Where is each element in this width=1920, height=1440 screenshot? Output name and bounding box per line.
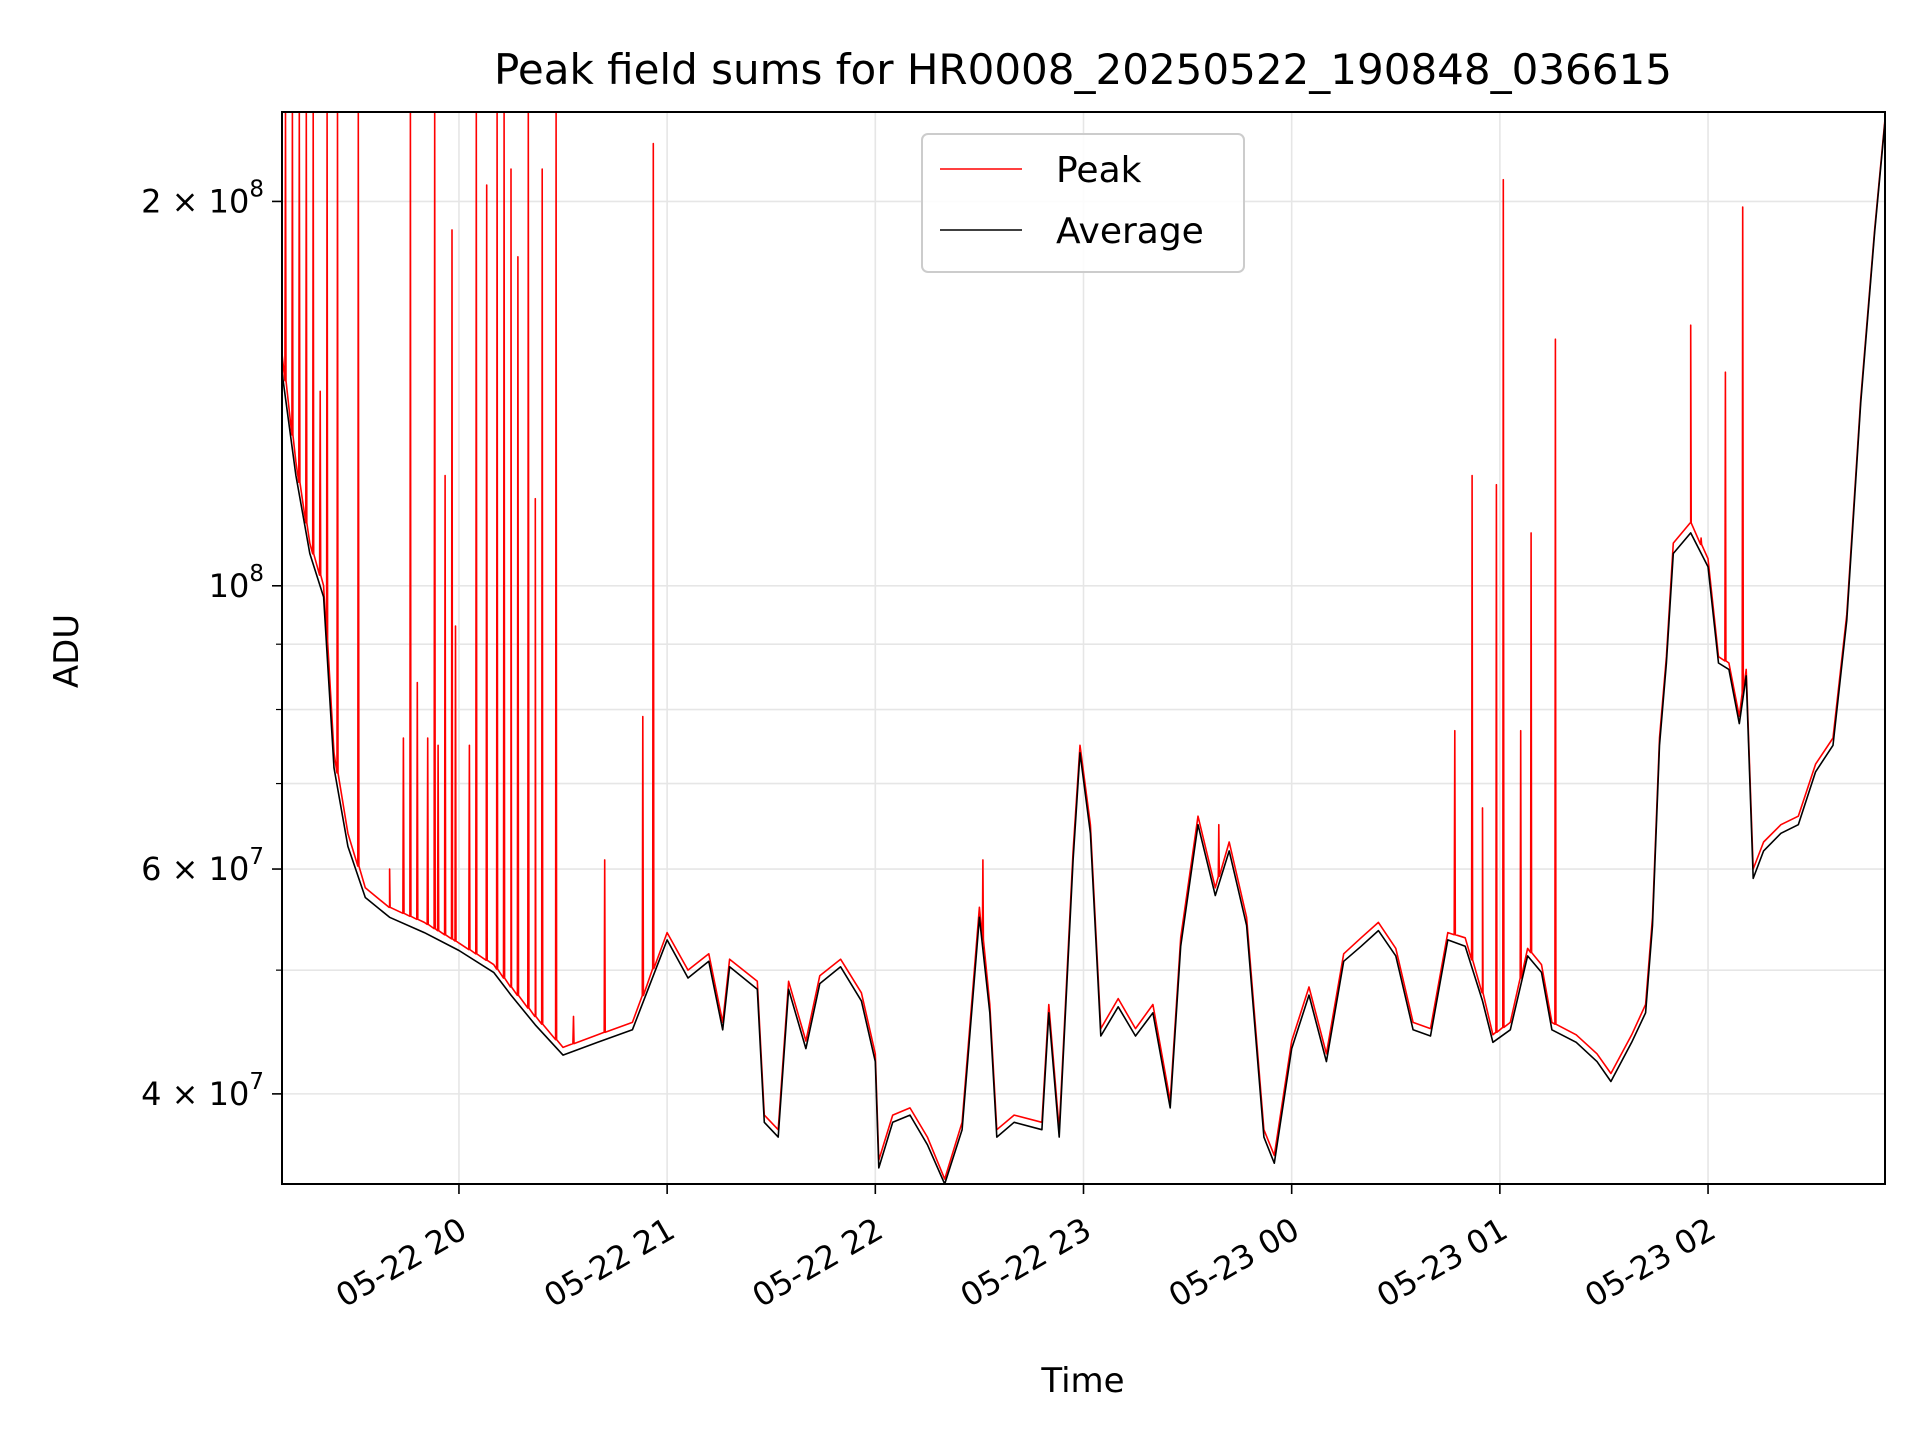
y-tick-label: 4 × 107 [141,1069,264,1113]
y-tick-base: 10 [209,567,250,605]
y-tick-base: 6 × 10 [141,850,249,888]
x-axis-title: Time [1040,1361,1124,1401]
y-tick-label: 6 × 107 [141,844,264,888]
y-tick-exponent: 8 [249,561,264,587]
series-clip-group [282,112,1885,1184]
legend-label-peak: Peak [1056,150,1142,191]
y-axis-title: ADU [47,614,87,688]
y-tick-label: 2 × 108 [141,176,264,220]
series-line-average [282,121,1885,1184]
chart-title: Peak field sums for HR0008_20250522_1908… [494,45,1672,94]
y-tick-base: 2 × 10 [141,182,249,220]
y-tick-label: 108 [209,561,264,605]
series-layer [282,112,1885,1184]
y-tick-exponent: 7 [249,1069,264,1095]
plot-frame [281,111,1886,1185]
legend-label-average: Average [1056,211,1204,252]
legend: Peak Average [921,133,1245,273]
y-tick-base: 4 × 10 [141,1075,249,1113]
y-tick-exponent: 7 [249,844,264,870]
series-line-peak [282,112,1885,1180]
y-tick-exponent: 8 [249,176,264,202]
grid [282,112,1885,1184]
